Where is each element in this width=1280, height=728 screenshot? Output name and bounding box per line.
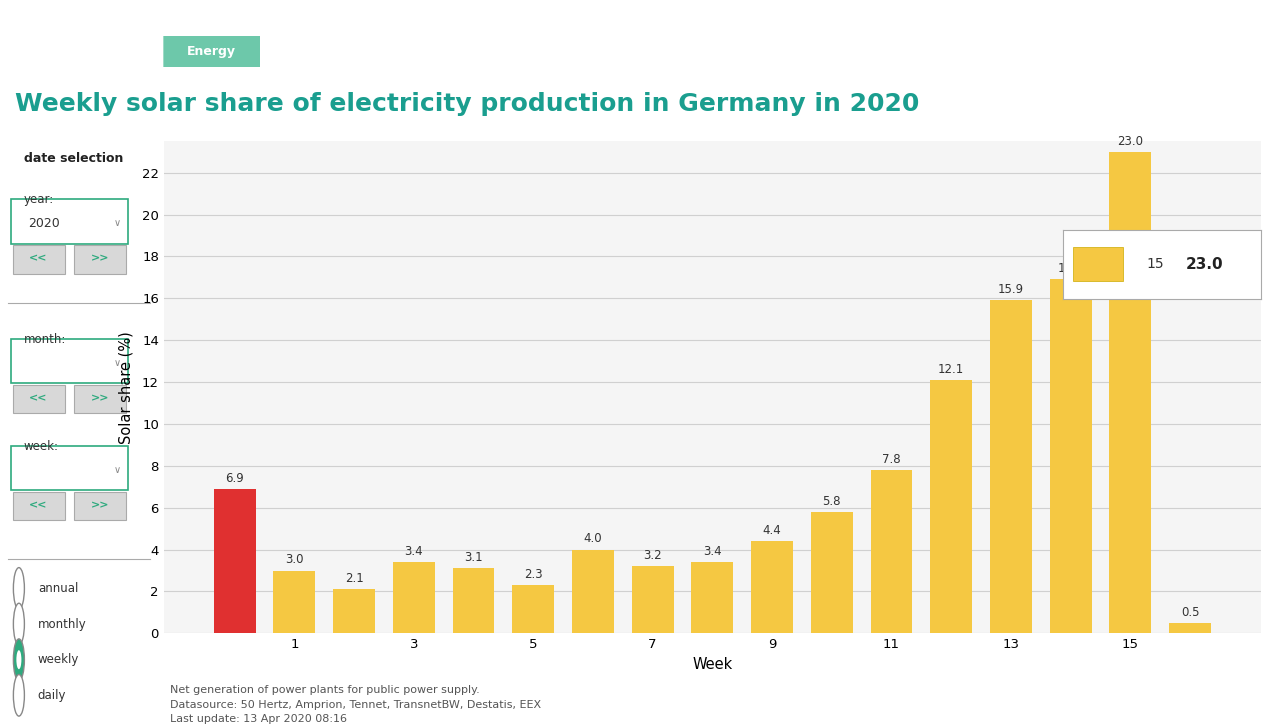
Bar bbox=[931, 380, 972, 633]
FancyBboxPatch shape bbox=[13, 491, 64, 520]
Text: Home: Home bbox=[27, 45, 63, 58]
FancyBboxPatch shape bbox=[74, 384, 125, 414]
Text: 0.5: 0.5 bbox=[1180, 606, 1199, 619]
FancyBboxPatch shape bbox=[12, 199, 128, 244]
Bar bbox=[1110, 151, 1151, 633]
Text: daily: daily bbox=[38, 689, 67, 702]
Text: Climate: Climate bbox=[379, 45, 428, 58]
Text: year:: year: bbox=[23, 194, 54, 206]
Text: <<: << bbox=[29, 253, 47, 264]
Bar bbox=[1169, 623, 1211, 633]
Bar bbox=[870, 470, 913, 633]
Text: annual: annual bbox=[38, 582, 78, 595]
Text: 5.8: 5.8 bbox=[823, 495, 841, 507]
Bar bbox=[751, 541, 792, 633]
Text: 3.4: 3.4 bbox=[404, 545, 424, 558]
Text: >>: >> bbox=[91, 253, 109, 264]
Text: Prices: Prices bbox=[474, 45, 512, 58]
FancyBboxPatch shape bbox=[74, 245, 125, 274]
Text: Power: Power bbox=[102, 45, 141, 58]
FancyBboxPatch shape bbox=[13, 384, 64, 414]
Text: 2020: 2020 bbox=[28, 216, 60, 229]
Circle shape bbox=[13, 639, 24, 681]
Text: 2.3: 2.3 bbox=[524, 568, 543, 581]
Bar bbox=[810, 512, 852, 633]
Text: date selection: date selection bbox=[23, 151, 123, 165]
Text: ∨: ∨ bbox=[114, 357, 120, 368]
Text: Publishing Notes | Data Protection |: Publishing Notes | Data Protection | bbox=[1079, 12, 1265, 23]
Text: ∨: ∨ bbox=[114, 218, 120, 228]
Text: 23.0: 23.0 bbox=[1117, 135, 1143, 148]
Text: 15.9: 15.9 bbox=[998, 283, 1024, 296]
Circle shape bbox=[13, 675, 24, 716]
Text: monthly: monthly bbox=[38, 617, 87, 630]
Text: Net generation of power plants for public power supply.
Datasource: 50 Hertz, Am: Net generation of power plants for publi… bbox=[170, 685, 541, 724]
Text: 16.9: 16.9 bbox=[1057, 262, 1084, 275]
Text: 4.0: 4.0 bbox=[584, 532, 602, 545]
Text: ENERGY CHARTS: ENERGY CHARTS bbox=[15, 7, 197, 27]
Text: 2.1: 2.1 bbox=[344, 572, 364, 585]
FancyBboxPatch shape bbox=[13, 245, 64, 274]
Bar bbox=[512, 585, 554, 633]
Text: Energy: Energy bbox=[187, 45, 236, 58]
Bar bbox=[393, 562, 435, 633]
Text: weekly: weekly bbox=[38, 653, 79, 666]
FancyBboxPatch shape bbox=[12, 339, 128, 384]
X-axis label: Week: Week bbox=[692, 657, 732, 672]
Text: Map of power plants: Map of power plants bbox=[762, 45, 890, 58]
Text: 3.2: 3.2 bbox=[644, 549, 662, 562]
Bar bbox=[214, 489, 256, 633]
Bar bbox=[333, 590, 375, 633]
Text: Emissions: Emissions bbox=[283, 45, 344, 58]
Text: 3.4: 3.4 bbox=[703, 545, 722, 558]
Circle shape bbox=[13, 604, 24, 645]
Text: >>: >> bbox=[91, 500, 109, 510]
Text: Transformation paths: Transformation paths bbox=[573, 45, 707, 58]
Text: <<: << bbox=[29, 393, 47, 403]
Bar bbox=[632, 566, 673, 633]
Circle shape bbox=[13, 568, 24, 609]
Bar bbox=[274, 571, 315, 633]
Text: Information: Information bbox=[950, 45, 1021, 58]
Text: 3.1: 3.1 bbox=[465, 551, 483, 564]
Text: month:: month: bbox=[23, 333, 67, 346]
Text: 3.0: 3.0 bbox=[285, 553, 303, 566]
Text: 7.8: 7.8 bbox=[882, 453, 901, 466]
Bar bbox=[691, 562, 733, 633]
Text: 12.1: 12.1 bbox=[938, 363, 964, 376]
Bar bbox=[572, 550, 614, 633]
Text: >>: >> bbox=[91, 393, 109, 403]
Y-axis label: Solar share (%): Solar share (%) bbox=[119, 331, 133, 443]
Circle shape bbox=[17, 650, 22, 669]
Text: week:: week: bbox=[23, 440, 59, 453]
Bar bbox=[989, 301, 1032, 633]
Text: Weekly solar share of electricity production in Germany in 2020: Weekly solar share of electricity produc… bbox=[15, 92, 920, 116]
Text: <<: << bbox=[29, 500, 47, 510]
Text: ∨: ∨ bbox=[114, 464, 120, 475]
Text: 4.4: 4.4 bbox=[763, 524, 781, 537]
FancyBboxPatch shape bbox=[12, 446, 128, 491]
FancyBboxPatch shape bbox=[74, 491, 125, 520]
Text: 6.9: 6.9 bbox=[225, 472, 244, 485]
FancyBboxPatch shape bbox=[163, 36, 260, 67]
Bar bbox=[453, 569, 494, 633]
Bar bbox=[1050, 280, 1092, 633]
